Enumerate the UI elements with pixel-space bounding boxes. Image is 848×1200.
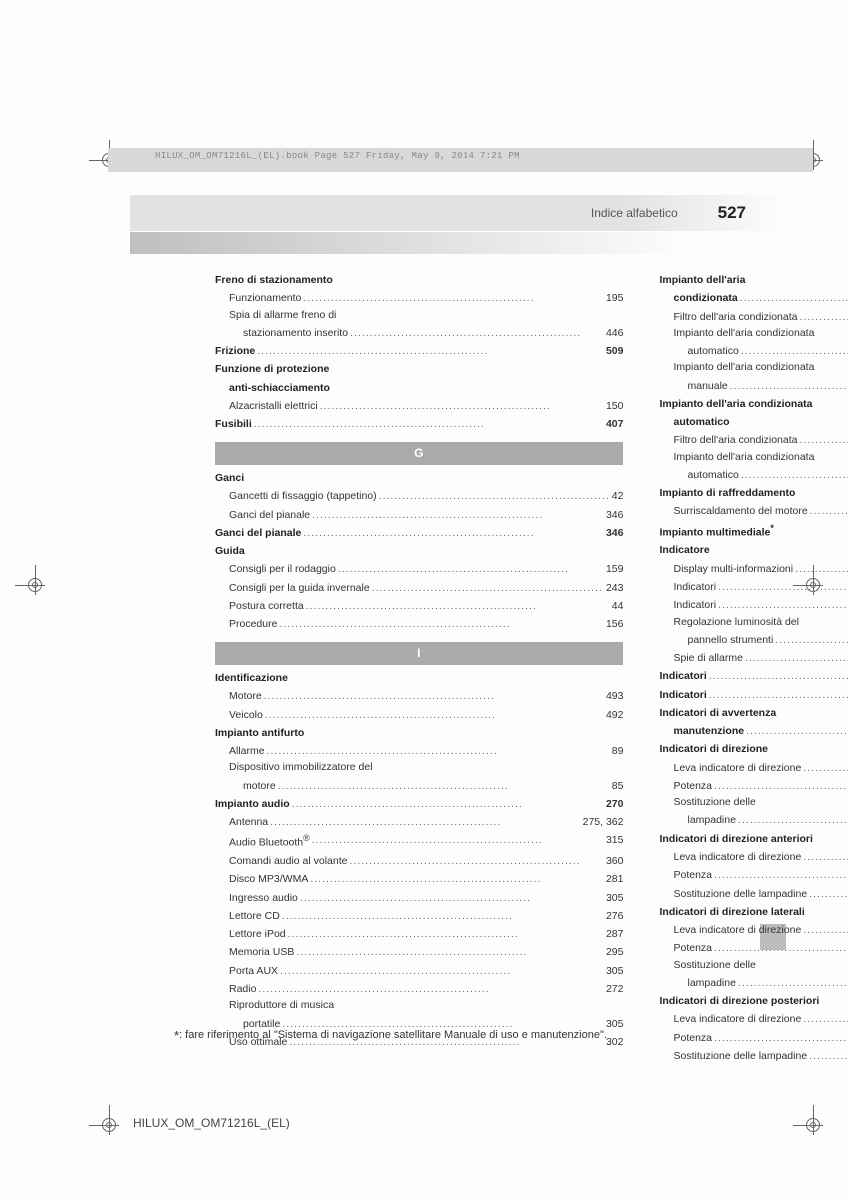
index-heading: Freno di stazionamento [215,272,623,288]
index-entry: Lettore CD276 [215,908,623,924]
index-heading: Ganci [215,470,623,486]
index-entry: Impianto dell'aria condizionata [659,449,848,465]
index-entry: Filtro dell'aria condizionata402 [659,432,848,448]
index-heading: anti-schiacciamento [215,380,623,396]
index-entry: Potenza514 [659,778,848,794]
index-entry: Indicatori100 [659,579,848,595]
index-entry: Lettore iPod287 [215,926,623,942]
index-entry: Display multi-informazioni104 [659,561,848,577]
index-entry: Consigli per la guida invernale243 [215,580,623,596]
index-entry: Fusibili407 [215,416,623,432]
index-entry: Filtro dell'aria condizionata402 [659,309,848,325]
crop-mark-icon [20,570,50,600]
left-column: Freno di stazionamento Funzionamento195 … [215,272,623,1066]
section-letter-i: I [215,642,623,665]
index-entry: Regolazione luminosità del [659,614,848,630]
index-entry: Impianto audio270 [215,796,623,812]
index-entry: Dispositivo immobilizzatore del [215,759,623,775]
index-entry: lampadine426, 428, 431, 433 [659,812,848,828]
index-heading: Indicatori di direzione posteriori [659,993,848,1009]
index-entry: Ingresso audio305 [215,890,623,906]
index-entry: automatico260 [659,467,848,483]
index-entry: Funzionamento195 [215,290,623,306]
index-heading: Impianto dell'aria [659,272,848,288]
index-heading: Indicatori di direzione laterali [659,904,848,920]
index-heading: Guida [215,543,623,559]
index-entry: Comandi audio al volante360 [215,853,623,869]
index-entry: automatico260 [659,343,848,359]
index-entry: Frizione509 [215,343,623,359]
index-entry: Motore493 [215,688,623,704]
index-entry: manutenzione94 [659,723,848,739]
index-entry: Surriscaldamento del motore480 [659,503,848,519]
section-letter-g: G [215,442,623,465]
index-entry: stazionamento inserito446 [215,325,623,341]
index-entry: Impianto dell'aria condizionata [659,325,848,341]
index-entry: Allarme89 [215,743,623,759]
index-entry: motore85 [215,778,623,794]
index-entry: pannello strumenti102 [659,632,848,648]
footnote: *: fare riferimento al "Sistema di navig… [174,1028,748,1043]
index-entry: Gancetti di fissaggio (tappetino)42 [215,488,623,504]
index-entry: Sostituzione delle lampadine431 [659,1048,848,1064]
index-entry: Leva indicatore di direzione194 [659,760,848,776]
index-heading: Indicatori di direzione anteriori [659,831,848,847]
index-entry: Riproduttore di musica [215,997,623,1013]
header-gradient [130,232,786,254]
page-number: 527 [718,203,746,223]
index-heading: Funzione di protezione [215,361,623,377]
index-heading: Identificazione [215,670,623,686]
index-entry: Potenza514 [659,940,848,956]
index-entry: Memoria USB295 [215,944,623,960]
index-heading: Impianto di raffreddamento [659,485,848,501]
index-entry: Disco MP3/WMA281 [215,871,623,887]
index-entry: manuale253 [659,378,848,394]
index-entry: Sostituzione delle [659,957,848,973]
index-entry: lampadine428, 433 [659,975,848,991]
index-heading: Indicatori di direzione [659,741,848,757]
footer-code: HILUX_OM_OM71216L_(EL) [133,1116,290,1130]
page: HILUX_OM_OM71216L_(EL).book Page 527 Fri… [0,0,848,1200]
index-entry: condizionata253, 260 [659,290,848,306]
index-entry: Spia di allarme freno di [215,307,623,323]
index-heading: Impianto antifurto [215,725,623,741]
crop-mark-icon [798,1110,828,1140]
page-header: Indice alfabetico 527 [130,195,786,231]
index-content: Freno di stazionamento Funzionamento195 … [215,272,728,1066]
right-column: Impianto dell'aria condizionata253, 260 … [659,272,848,1066]
index-heading: automatico [659,414,848,430]
index-entry: Audio Bluetooth®315 [215,832,623,851]
index-heading: Indicatore [659,542,848,558]
index-heading: Impianto dell'aria condizionata [659,396,848,412]
index-entry: Sostituzione delle [659,794,848,810]
index-entry: Indicatori100 [659,668,848,684]
index-entry: Impianto dell'aria condizionata [659,359,848,375]
index-entry: Potenza514 [659,867,848,883]
index-entry: Leva indicatore di direzione194 [659,1011,848,1027]
index-entry: Ganci del pianale346 [215,507,623,523]
index-entry: Radio272 [215,981,623,997]
index-entry: Leva indicatore di direzione194 [659,849,848,865]
crop-mark-icon [94,1110,124,1140]
index-entry: Sostituzione delle lampadine426 [659,886,848,902]
index-entry: Procedure156 [215,616,623,632]
index-entry: Antenna275, 362 [215,814,623,830]
index-heading: Indicatori di avvertenza [659,705,848,721]
index-entry: Ganci del pianale346 [215,525,623,541]
index-entry: Veicolo492 [215,707,623,723]
index-heading: Impianto multimediale* [659,522,848,541]
index-entry: Porta AUX305 [215,963,623,979]
header-title: Indice alfabetico [591,206,678,220]
crop-label: HILUX_OM_OM71216L_(EL).book Page 527 Fri… [155,151,520,161]
index-entry: Consigli per il rodaggio159 [215,561,623,577]
index-entry: Leva indicatore di direzione194 [659,922,848,938]
index-entry: Postura corretta44 [215,598,623,614]
index-entry: Alzacristalli elettrici150 [215,398,623,414]
index-entry: Spie di allarme446 [659,650,848,666]
index-entry: Indicatori94 [659,597,848,613]
index-entry: Indicatori94 [659,687,848,703]
